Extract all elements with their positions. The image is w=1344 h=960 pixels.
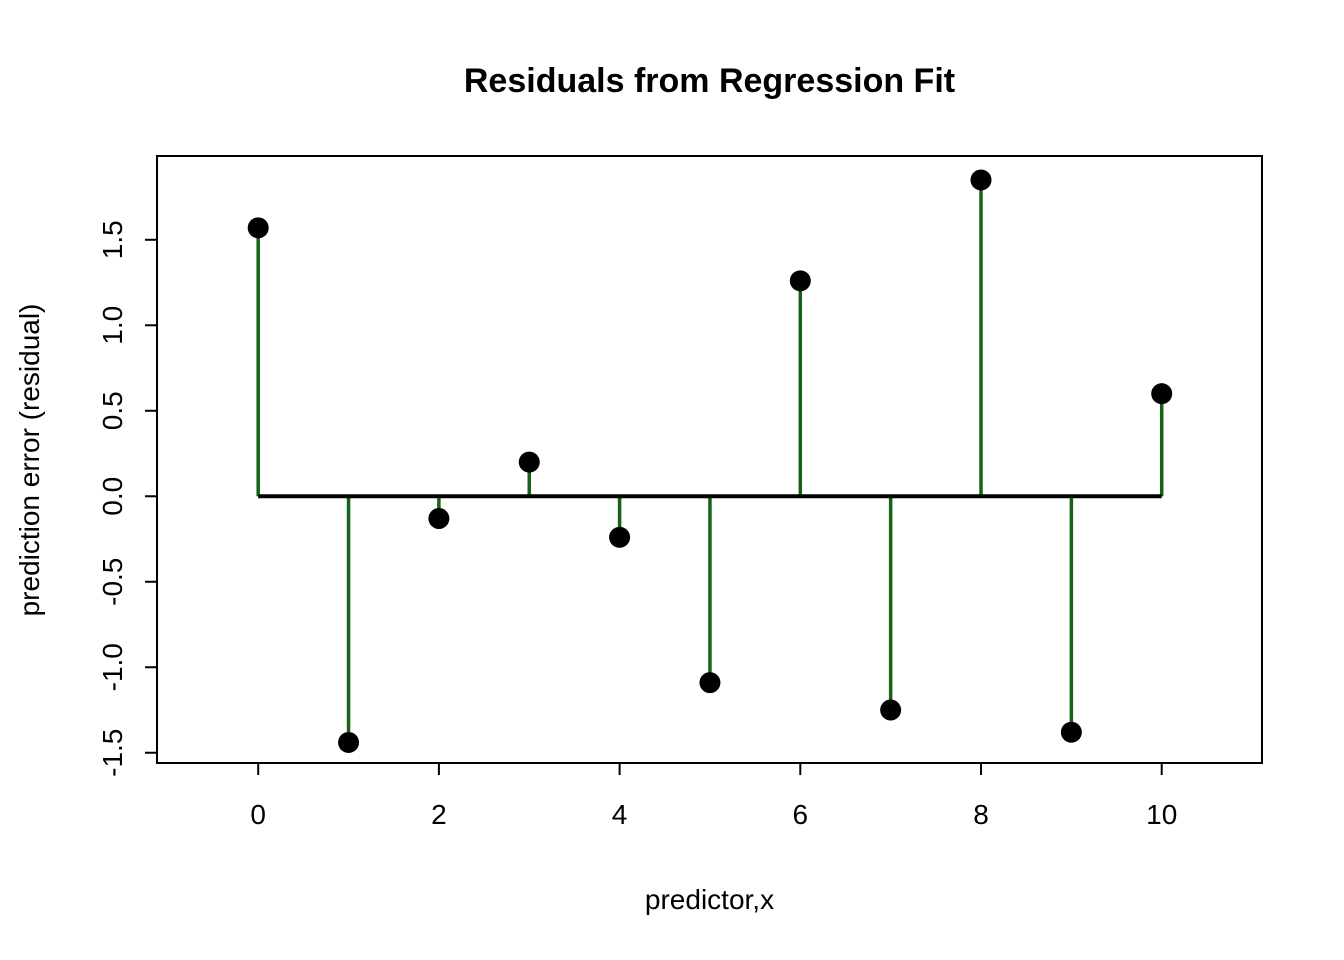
x-tick-label: 0 [250,799,266,830]
y-tick-label: 0.0 [97,477,128,516]
y-tick-label: 0.5 [97,391,128,430]
data-point [1060,721,1082,743]
data-point [970,169,992,191]
y-axis-label: prediction error (residual) [14,303,45,617]
data-point [699,672,721,694]
data-point [247,217,269,239]
chart-title: Residuals from Regression Fit [463,62,956,100]
data-point [518,451,540,473]
y-tick-label: -0.5 [97,558,128,606]
x-tick-label: 2 [431,799,447,830]
y-tick-label: 1.0 [97,306,128,345]
x-tick-label: 6 [793,799,809,830]
plot-box [156,155,1263,764]
x-tick-label: 4 [612,799,628,830]
data-point [1151,383,1173,405]
data-point [880,699,902,721]
x-tick-label: 10 [1146,799,1177,830]
data-point [789,270,811,292]
y-tick-label: -1.0 [97,643,128,691]
data-point [428,507,450,529]
y-tick-label: -1.5 [97,729,128,777]
x-tick-label: 8 [973,799,989,830]
data-point [338,731,360,753]
y-tick-label: 1.5 [97,220,128,259]
data-point [609,526,631,548]
x-axis-label: predictor,x [644,884,775,915]
